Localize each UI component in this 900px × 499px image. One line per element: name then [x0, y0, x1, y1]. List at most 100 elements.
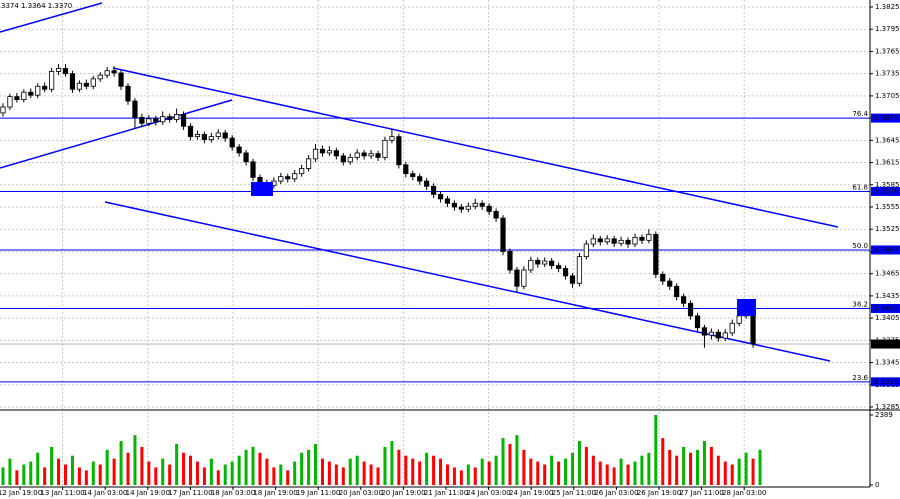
marker — [251, 182, 273, 196]
volume-bar — [730, 464, 734, 485]
x-tick-label: 17 Jan 11:00 — [168, 489, 212, 497]
volume-bar — [376, 467, 380, 485]
candle-body — [639, 236, 645, 241]
volume-bar — [105, 449, 109, 485]
trend-line — [0, 99, 233, 169]
candle-body — [618, 239, 624, 244]
candle-body — [410, 173, 416, 178]
volume-pane — [1, 415, 762, 485]
volume-bar — [189, 455, 193, 485]
x-tick-label: 13 Jan 11:00 — [40, 489, 84, 497]
volume-bar — [675, 455, 679, 485]
candle-body — [292, 173, 298, 180]
volume-bar — [161, 458, 165, 485]
volume-bar — [598, 461, 602, 485]
y-tick-label: 1.3285 — [875, 403, 900, 411]
candle-body — [305, 158, 312, 169]
volume-bar — [286, 470, 290, 485]
volume-bar — [348, 458, 352, 485]
candle-body — [611, 238, 617, 244]
y-tick-label: 1.3555 — [875, 203, 900, 211]
volume-bar — [682, 446, 686, 485]
fib-price-box — [871, 113, 900, 123]
volume-bar — [383, 446, 387, 485]
volume-bar — [216, 470, 220, 485]
candle-body — [285, 176, 291, 180]
volume-bar — [432, 455, 436, 485]
candle-body — [632, 236, 638, 245]
candles — [0, 64, 756, 348]
y-tick-label: 1.3705 — [875, 92, 900, 100]
channel-upper — [112, 67, 839, 228]
volume-bar — [279, 464, 283, 485]
candle-body — [333, 150, 339, 157]
candle-body — [160, 116, 166, 123]
candle-body — [153, 118, 159, 123]
axes: 1.3825 1.3795 1.3765 1.3735 1.3705 1.3675 1.36… — [0, 3, 900, 497]
volume-bar — [397, 449, 401, 485]
volume-bar — [689, 452, 693, 485]
volume-bar — [487, 461, 491, 485]
candle-body — [667, 280, 673, 287]
candle-body — [493, 211, 499, 219]
candle-body — [167, 116, 173, 120]
candle-body — [194, 134, 201, 138]
volume-bar — [182, 452, 186, 485]
y-tick-label: 1.3615 — [875, 159, 900, 167]
y-tick-label: 1.3825 — [875, 3, 900, 11]
volume-bar — [355, 455, 359, 485]
volume-bar — [723, 461, 727, 485]
y-tick-label: 1.3765 — [875, 47, 900, 55]
volume-tick-label: 0 — [875, 481, 879, 489]
y-tick-label: 1.3435 — [875, 292, 900, 300]
candle-body — [660, 274, 666, 282]
x-tick-label: 14 Jan 03:00 — [83, 489, 127, 497]
candle-body — [55, 68, 62, 72]
candle-body — [382, 139, 388, 158]
volume-bar — [459, 470, 463, 485]
candle-body — [507, 251, 513, 271]
candle-body — [361, 152, 367, 157]
candle-body — [535, 259, 541, 265]
volume-bar — [466, 464, 470, 485]
volume-bar — [543, 464, 547, 485]
y-tick-label: 1.3645 — [875, 136, 900, 144]
candle-body — [49, 71, 55, 90]
fib-price-label: 1.3497 — [874, 246, 899, 254]
volume-bar — [390, 441, 394, 485]
volume-bar — [439, 458, 443, 485]
volume-bar — [452, 467, 456, 485]
candle-body — [430, 185, 437, 195]
volume-bar — [362, 461, 366, 485]
candle-body — [299, 168, 305, 175]
candle-body — [396, 136, 402, 166]
candle-body — [528, 259, 534, 271]
volume-bar — [8, 458, 12, 485]
candle-body — [215, 132, 221, 138]
volume-bar — [265, 458, 269, 485]
volume-bar — [223, 464, 227, 485]
volume-bar — [57, 458, 61, 485]
volume-bar — [716, 455, 720, 485]
candle-body — [250, 161, 256, 178]
candle-body — [549, 260, 555, 266]
candle-body — [111, 70, 117, 74]
volume-bar — [577, 441, 581, 485]
volume-tick-label: 2389 — [875, 411, 893, 419]
x-tick-label: 24 Jan 19:00 — [509, 489, 553, 497]
volume-bar — [300, 452, 304, 485]
volume-bar — [751, 458, 755, 485]
candle-body — [222, 132, 228, 139]
volume-bar — [50, 446, 54, 485]
volume-bar — [140, 446, 144, 485]
fib-price-label: 1.3418 — [874, 304, 899, 312]
trend-line — [0, 2, 103, 33]
volume-bar — [147, 461, 151, 485]
volume-bar — [647, 452, 651, 485]
candle-body — [118, 72, 124, 87]
x-tick-label: 20 Jan 03:00 — [339, 489, 383, 497]
volume-bar — [327, 461, 331, 485]
candle-body — [83, 82, 89, 87]
